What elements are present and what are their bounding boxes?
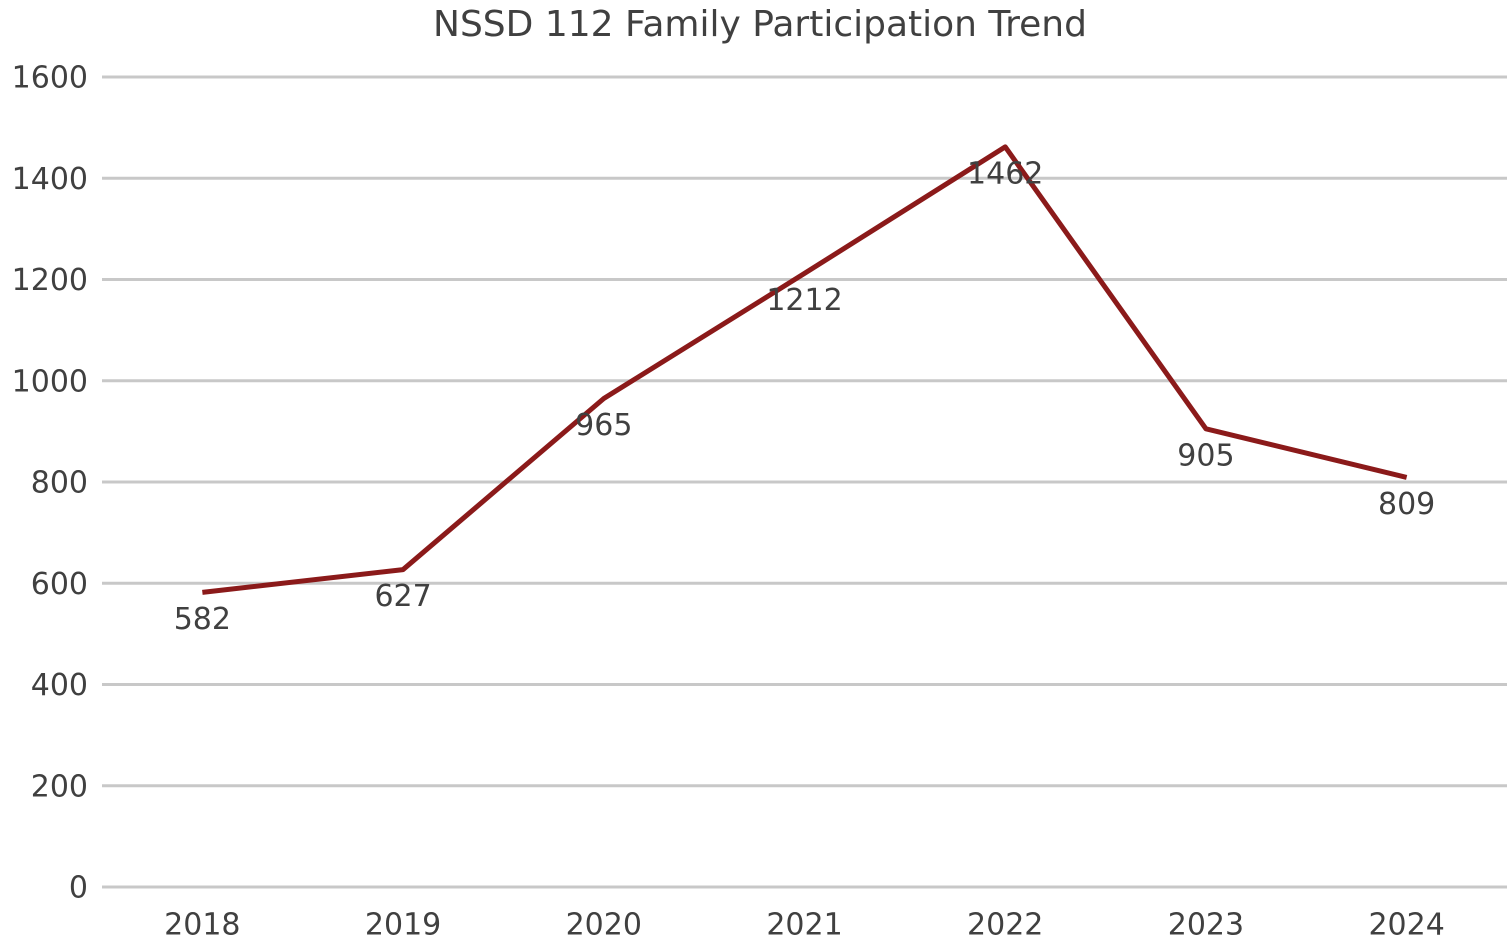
data-label: 582 (174, 602, 231, 637)
x-tick-label: 2019 (365, 908, 441, 943)
y-tick-label: 1600 (12, 61, 88, 96)
y-tick-label: 400 (31, 668, 88, 703)
x-tick-label: 2023 (1168, 908, 1244, 943)
y-tick-label: 1000 (12, 364, 88, 399)
y-tick-label: 200 (31, 769, 88, 804)
data-label: 1462 (967, 156, 1043, 191)
x-tick-label: 2021 (766, 908, 842, 943)
y-tick-label: 1200 (12, 263, 88, 298)
data-label: 905 (1177, 438, 1234, 473)
data-label: 1212 (766, 283, 842, 318)
x-tick-label: 2020 (566, 908, 642, 943)
x-tick-label: 2018 (164, 908, 240, 943)
data-label: 809 (1378, 487, 1435, 522)
x-tick-label: 2024 (1368, 908, 1444, 943)
x-tick-label: 2022 (967, 908, 1043, 943)
y-tick-label: 0 (69, 871, 88, 906)
data-label: 965 (575, 408, 632, 443)
y-tick-label: 800 (31, 466, 88, 501)
chart-title: NSSD 112 Family Participation Trend (433, 4, 1087, 45)
y-tick-label: 1400 (12, 162, 88, 197)
data-label: 627 (374, 579, 431, 614)
y-tick-label: 600 (31, 567, 88, 602)
series-line (202, 144, 1408, 595)
